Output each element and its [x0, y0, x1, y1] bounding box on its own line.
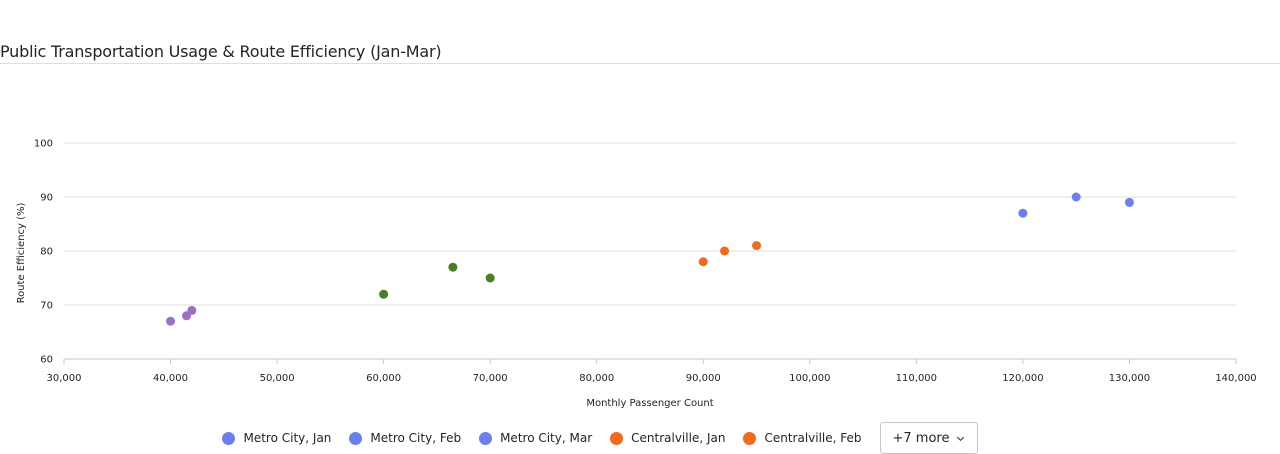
x-tick-label: 30,000: [47, 373, 82, 384]
x-tick-label: 90,000: [686, 373, 721, 384]
legend-label: Centralville, Jan: [631, 431, 726, 445]
y-tick-label: 70: [40, 301, 53, 312]
legend-item[interactable]: Metro City, Jan: [222, 431, 331, 445]
legend-marker-icon: [743, 431, 757, 445]
data-point: [485, 273, 495, 283]
legend-item[interactable]: Metro City, Feb: [349, 431, 461, 445]
x-axis-title: Monthly Passenger Count: [586, 398, 713, 409]
legend-label: Metro City, Mar: [500, 431, 593, 445]
data-point: [187, 305, 197, 315]
data-point: [698, 257, 708, 267]
x-tick-label: 80,000: [579, 373, 614, 384]
x-tick-label: 70,000: [473, 373, 508, 384]
data-point: [448, 262, 458, 272]
scatter-plot: 60 70 80 90 100 30,000 40,000 50,000 60,000 70,00…: [16, 139, 1257, 410]
y-axis-title: Route Efficiency (%): [16, 202, 27, 303]
data-point: [1018, 208, 1028, 218]
chevron-down-icon: [956, 436, 964, 441]
x-tick-label: 120,000: [1002, 373, 1043, 384]
x-tick-label: 130,000: [1109, 373, 1150, 384]
x-tick-label: 60,000: [366, 373, 401, 384]
legend-item[interactable]: Metro City, Mar: [479, 431, 592, 445]
data-point: [720, 246, 730, 256]
data-point: [166, 316, 176, 326]
x-tick-label: 110,000: [896, 373, 937, 384]
x-tick-label: 50,000: [260, 373, 295, 384]
y-tick-label: 80: [40, 247, 53, 258]
x-tick-label: 40,000: [153, 373, 188, 384]
y-tick-label: 100: [34, 139, 53, 150]
chart-title: Public Transportation Usage & Route Effi…: [0, 42, 442, 61]
x-tick-label: 100,000: [789, 373, 830, 384]
data-point: [379, 289, 389, 299]
y-tick-label: 90: [40, 193, 53, 204]
data-point: [1071, 192, 1081, 202]
legend-marker-icon: [479, 431, 493, 445]
legend-label: Metro City, Jan: [243, 431, 332, 445]
data-point: [752, 241, 762, 251]
legend-marker-icon: [222, 431, 236, 445]
legend-more-button[interactable]: +7 more: [879, 422, 978, 454]
legend-more-label: +7 more: [892, 430, 950, 446]
legend-marker-icon: [349, 431, 363, 445]
data-point: [1124, 197, 1134, 207]
y-tick-label: 60: [40, 355, 53, 366]
legend-marker-icon: [610, 431, 624, 445]
legend-label: Centralville, Feb: [764, 431, 862, 445]
legend: Metro City, Jan Metro City, Feb Metro Ci…: [0, 422, 1200, 454]
legend-item[interactable]: Centralville, Jan: [610, 431, 725, 445]
legend-item[interactable]: Centralville, Feb: [743, 431, 862, 445]
legend-label: Metro City, Feb: [370, 431, 462, 445]
title-divider: [0, 63, 1280, 64]
x-tick-label: 140,000: [1215, 373, 1256, 384]
